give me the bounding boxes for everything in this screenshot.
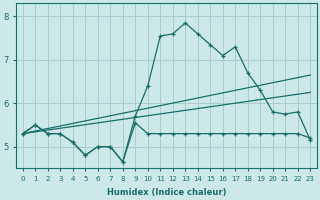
X-axis label: Humidex (Indice chaleur): Humidex (Indice chaleur) — [107, 188, 226, 197]
